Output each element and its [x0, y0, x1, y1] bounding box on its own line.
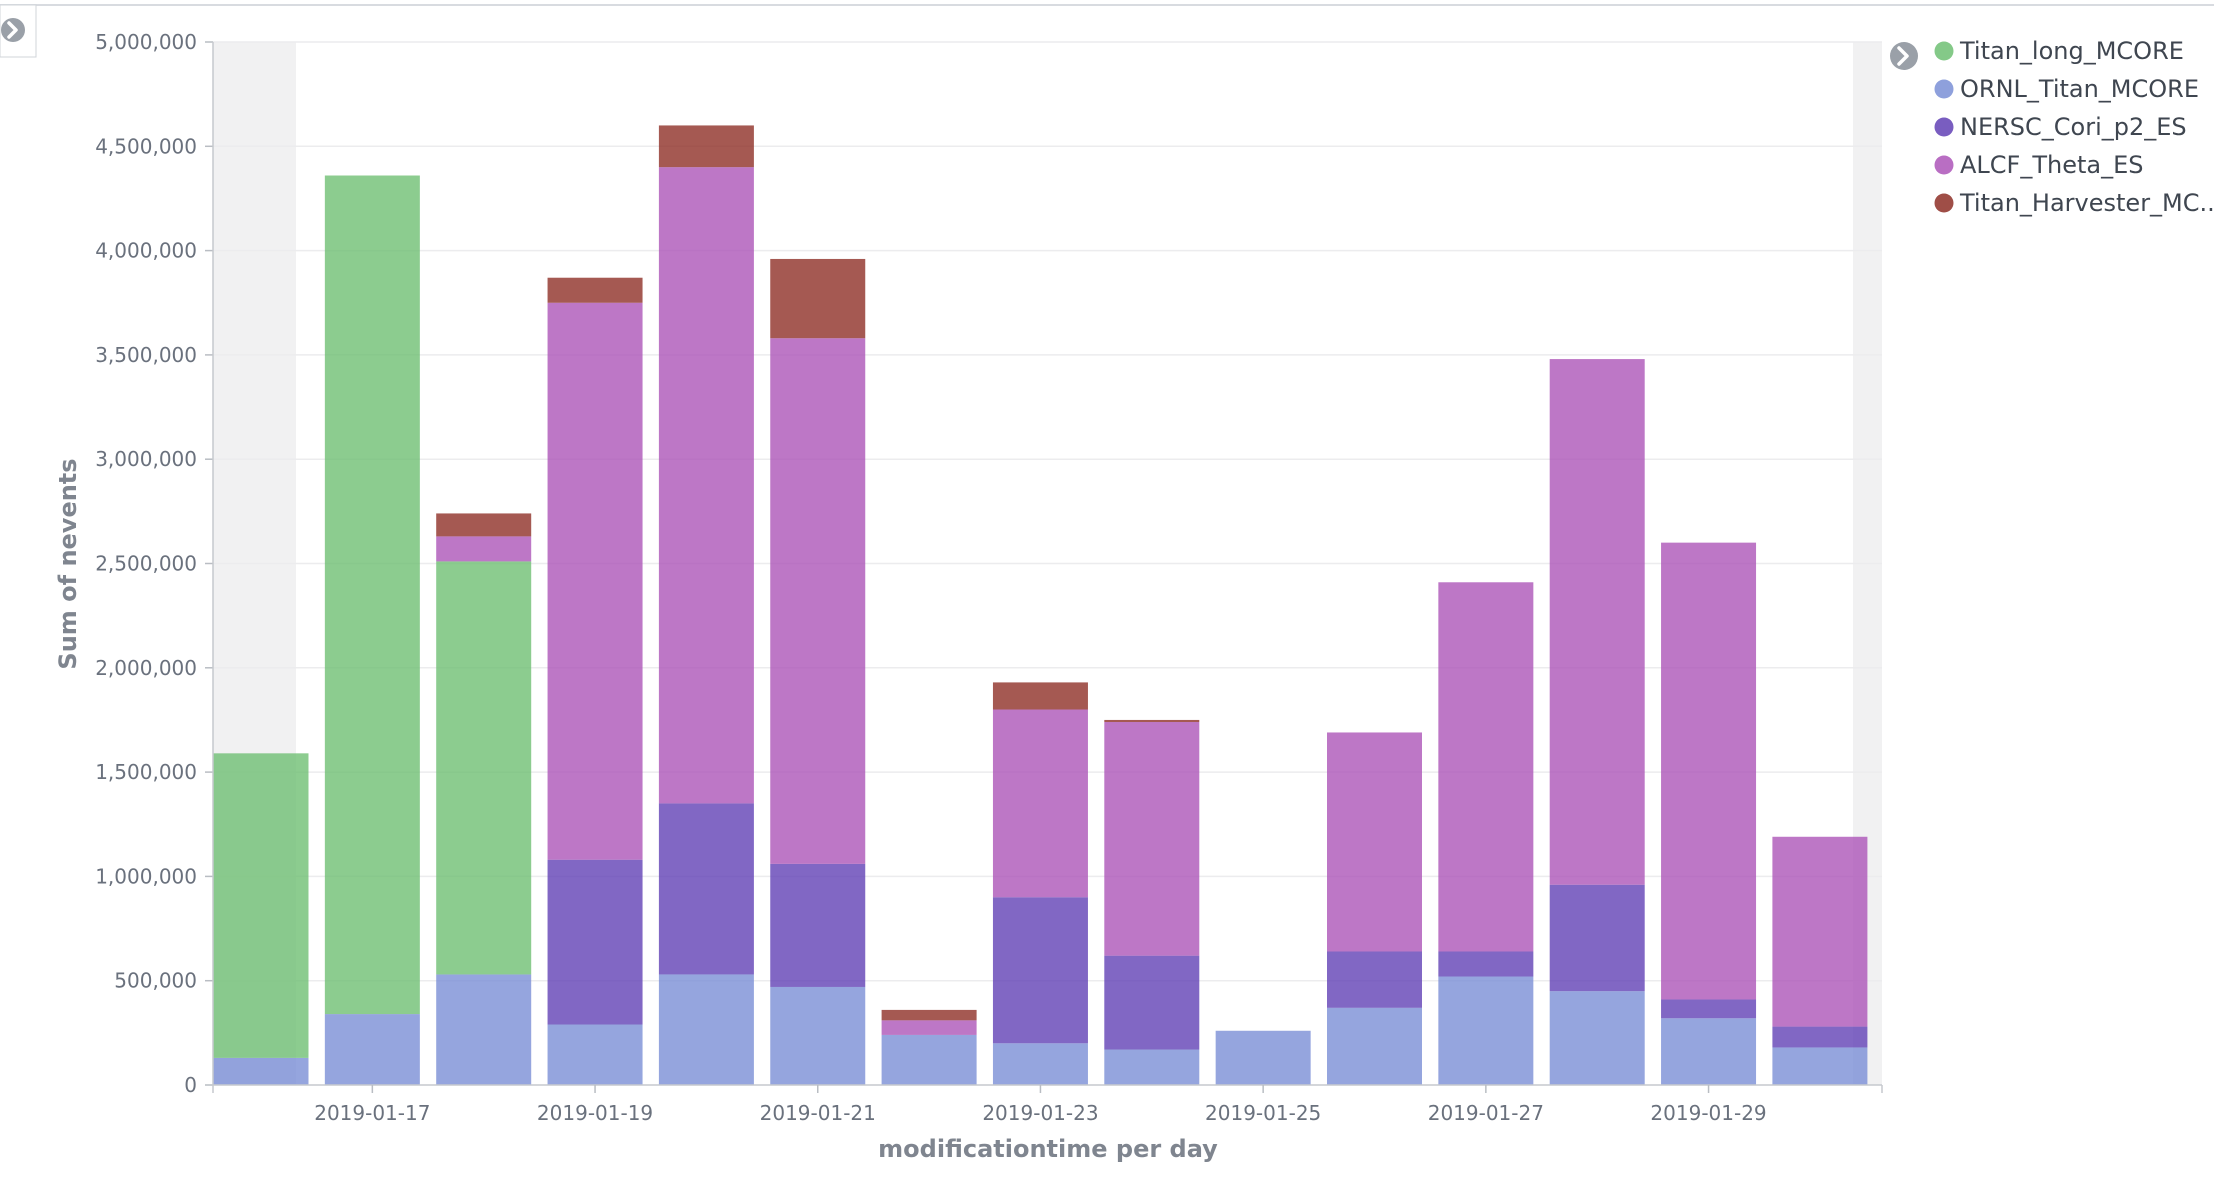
x-tick-label: 2019-01-27 [1428, 1101, 1544, 1125]
bar-segment [1104, 1049, 1200, 1085]
bar-segment [436, 974, 532, 1085]
legend-label: ALCF_Theta_ES [1960, 151, 2144, 179]
bar-segment [881, 1009, 977, 1021]
bar-segment [547, 859, 643, 1025]
bar-segment [1327, 732, 1422, 952]
x-tick-label: 2019-01-21 [760, 1101, 876, 1125]
legend-label: Titan_Harvester_MC... [1959, 189, 2214, 217]
bar-segment [1104, 722, 1200, 956]
bar-segment [1772, 1026, 1868, 1048]
x-tick-label: 2019-01-29 [1650, 1101, 1766, 1125]
bar-segment [324, 1014, 420, 1085]
bar-segment [658, 125, 754, 168]
legend-item[interactable]: Titan_long_MCORE [1934, 37, 2184, 65]
bar-segment [1772, 836, 1868, 1027]
y-tick-label: 3,000,000 [95, 447, 197, 471]
legend-swatch [1934, 193, 1954, 213]
y-tick-label: 2,000,000 [95, 656, 197, 680]
axes: 0 500,000 1,000,000 1,500,000 2,000,000 2,500… [95, 30, 1883, 1125]
bar-segment [992, 682, 1088, 710]
bar-segment [436, 513, 532, 537]
bar-segment [1104, 719, 1200, 723]
bar-segment [881, 1020, 977, 1035]
bar-segment [436, 536, 532, 562]
bar-segment [1772, 1047, 1868, 1085]
legend-label: Titan_long_MCORE [1959, 37, 2184, 65]
bar-segment [1438, 582, 1534, 952]
bar-segment [1661, 542, 1757, 1000]
legend-item[interactable]: Titan_Harvester_MC... [1934, 189, 2214, 217]
bar-segment [770, 863, 866, 987]
bar-layer [213, 125, 1868, 1085]
bar-segment [1327, 1007, 1422, 1085]
x-tick-label: 2019-01-19 [537, 1101, 653, 1125]
bar-segment [547, 302, 643, 860]
bar-segment [1549, 991, 1645, 1085]
y-tick-label: 4,000,000 [95, 239, 197, 263]
legend-swatch [1934, 117, 1954, 137]
bar-segment [1215, 1030, 1311, 1085]
x-tick-label: 2019-01-23 [982, 1101, 1098, 1125]
bar-segment [1549, 884, 1645, 992]
bar-segment [1661, 1018, 1757, 1085]
bar-segment [1438, 951, 1534, 977]
y-tick-label: 3,500,000 [95, 343, 197, 367]
bar-segment [213, 1057, 309, 1085]
legend-label: NERSC_Cori_p2_ES [1960, 113, 2187, 141]
chevron-right-icon[interactable] [1890, 42, 1918, 70]
bar-segment [1104, 955, 1200, 1050]
bar-segment [213, 753, 309, 1058]
bar-segment [1327, 951, 1422, 1008]
bar-segment [992, 897, 1088, 1044]
bar-segment [992, 1043, 1088, 1085]
bar-segment [658, 803, 754, 975]
x-tick-label: 2019-01-25 [1205, 1101, 1321, 1125]
bar-segment [1661, 999, 1757, 1019]
legend-item[interactable]: NERSC_Cori_p2_ES [1934, 113, 2187, 141]
bar-segment [770, 338, 866, 864]
bar-segment [658, 974, 754, 1085]
legend-item[interactable]: ORNL_Titan_MCORE [1934, 75, 2200, 103]
legend-swatch [1934, 79, 1954, 99]
y-tick-label: 2,500,000 [95, 552, 197, 576]
bar-segment [992, 709, 1088, 898]
y-tick-label: 4,500,000 [95, 134, 197, 158]
y-tick-label: 5,000,000 [95, 30, 197, 54]
bar-segment [547, 277, 643, 303]
bar-segment [1438, 976, 1534, 1085]
legend-swatch [1934, 155, 1954, 175]
bar-segment [770, 258, 866, 339]
x-tick-label: 2019-01-17 [314, 1101, 430, 1125]
bar-segment [881, 1034, 977, 1085]
legend-item[interactable]: ALCF_Theta_ES [1934, 151, 2144, 179]
y-tick-label: 0 [184, 1073, 197, 1097]
bar-segment [770, 986, 866, 1085]
bar-segment [547, 1024, 643, 1085]
y-axis-title: Sum of nevents [54, 458, 82, 669]
chevron-right-icon[interactable] [1, 18, 25, 42]
legend-swatch [1934, 41, 1954, 61]
y-tick-label: 1,500,000 [95, 760, 197, 784]
bar-segment [658, 167, 754, 804]
bar-segment [1549, 359, 1645, 885]
x-axis-title: modificationtime per day [878, 1135, 1218, 1163]
legend: Titan_long_MCORE ORNL_Titan_MCORE NERSC_Co… [1890, 37, 2214, 217]
legend-label: ORNL_Titan_MCORE [1960, 75, 2199, 103]
bar-segment [324, 175, 420, 1015]
bar-segment [436, 561, 532, 975]
y-tick-label: 1,000,000 [95, 864, 197, 888]
y-tick-label: 500,000 [114, 969, 197, 993]
